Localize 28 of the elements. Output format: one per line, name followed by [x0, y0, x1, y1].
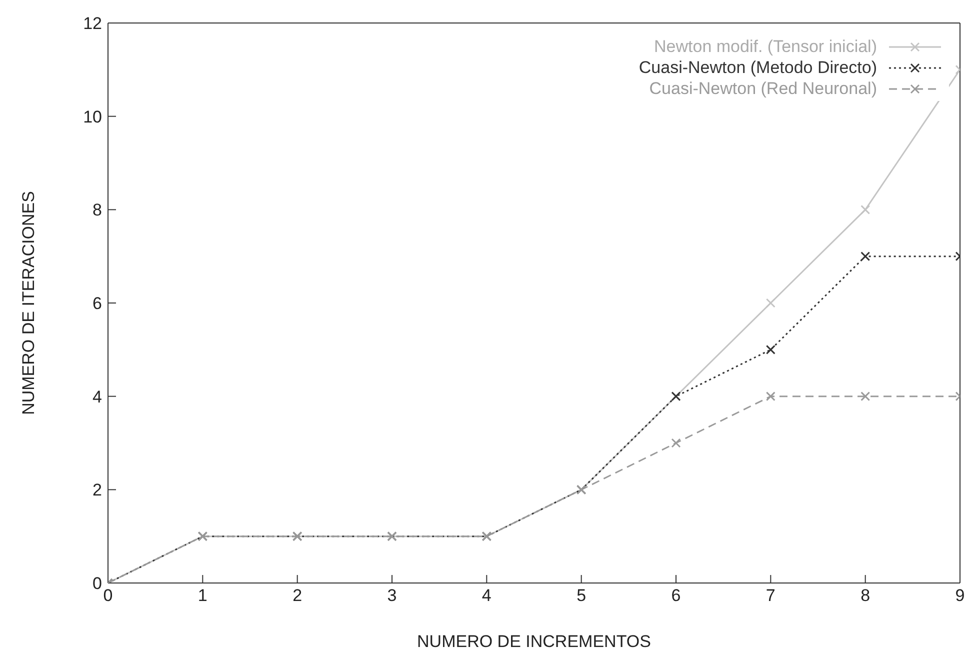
point [766, 298, 776, 308]
x-tick-label: 2 [292, 586, 302, 606]
point [860, 392, 870, 402]
x-tick-label: 6 [671, 586, 681, 606]
y-tick-label: 2 [92, 480, 102, 500]
y-tick-label: 4 [92, 387, 102, 406]
point [860, 204, 870, 214]
y-tick-label: 6 [92, 294, 102, 314]
legend-label: Newton modif. (Tensor inicial) [654, 36, 877, 57]
legend-label: Cuasi-Newton (Metodo Directo) [638, 57, 877, 78]
y-tick-label: 10 [83, 107, 102, 126]
x-tick-label: 9 [955, 586, 965, 606]
x-tick-label: 1 [198, 586, 208, 606]
legend-label: Cuasi-Newton (Red Neuronal) [649, 78, 877, 99]
point [860, 252, 870, 262]
x-tick-label: 8 [860, 586, 870, 606]
point [671, 438, 681, 448]
x-axis-title: NUMERO DE INCREMENTOS [417, 632, 651, 652]
y-tick-label: 8 [92, 200, 102, 220]
x-tick-label: 4 [482, 586, 492, 606]
x-tick-label: 7 [766, 586, 776, 606]
x-tick-label: 3 [387, 586, 397, 606]
x-tick-label: 5 [576, 586, 586, 606]
y-tick-label: 12 [83, 14, 102, 34]
point [766, 344, 776, 354]
y-tick-label: 0 [92, 574, 102, 594]
point [766, 392, 776, 402]
y-axis-title: NUMERO DE ITERACIONES [19, 191, 38, 415]
